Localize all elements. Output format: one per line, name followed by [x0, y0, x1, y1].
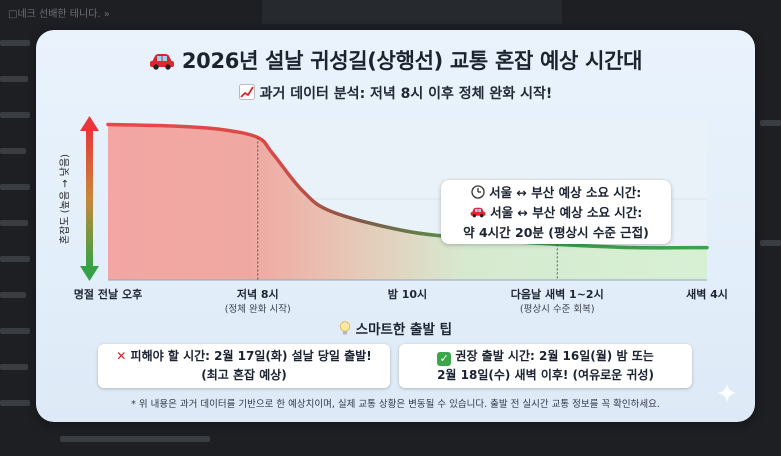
avoid-text-1: 피해야 할 시간: 2월 17일(화) 설날 당일 출발! [130, 349, 372, 363]
callout-line-3: 약 4시간 20분 (평상시 수준 근접) [463, 225, 649, 240]
recommended-time-tip: ✓ 권장 출발 시간: 2월 16일(월) 밤 또는 2월 18일(수) 새벽 … [399, 344, 692, 388]
car-icon [470, 205, 490, 220]
y-axis-label: 혼잡도 (높음 → 낮음) [60, 153, 71, 245]
avoid-line-1: ✕ 피해야 할 시간: 2월 17일(화) 설날 당일 출발! [98, 347, 390, 366]
series-line [106, 122, 709, 250]
cross-icon: ✕ [116, 349, 127, 363]
callout-text-1: 서울 ↔ 부산 예상 소요 시간: [489, 185, 642, 200]
footnote: * 위 내용은 과거 데이터를 기반으로 한 예상치이며, 실제 교통 상황은 … [131, 399, 660, 410]
tips-title-text: 스마트한 출발 팁 [355, 322, 453, 338]
trend-chart-icon [238, 84, 255, 102]
x-tick-note: (평상시 수준 회복) [519, 304, 595, 315]
page-subtitle: 과거 데이터 분석: 저녁 8시 이후 정체 완화 시작! [36, 83, 755, 103]
check-icon: ✓ [437, 352, 452, 366]
callout-line-2: 서울 ↔ 부산 예상 소요 시간: [441, 203, 671, 223]
clock-icon [471, 185, 489, 200]
tips-title: 스마트한 출발 팁 [36, 318, 755, 338]
avoid-time-tip: ✕ 피해야 할 시간: 2월 17일(화) 설날 당일 출발! (최고 혼잡 예… [98, 344, 390, 388]
callout-line-1: 서울 ↔ 부산 예상 소요 시간: [441, 183, 671, 203]
rec-text-1: 권장 출발 시간: 2월 16일(월) 밤 또는 [455, 349, 654, 363]
page-title: 2026년 설날 귀성길(상행선) 교통 혼잡 예상 시간대 [36, 45, 755, 75]
y-axis-arrow [80, 116, 99, 281]
x-tick-label: 다음날 새벽 1~2시 [510, 288, 604, 301]
car-icon [149, 49, 175, 73]
title-text: 2026년 설날 귀성길(상행선) 교통 혼잡 예상 시간대 [181, 49, 643, 73]
travel-time-callout: 서울 ↔ 부산 예상 소요 시간: 서울 ↔ 부산 예상 소요 시간: 약 4시… [441, 180, 671, 244]
background-text: □네크 선배한 테니다. » [8, 9, 110, 20]
subtitle-text: 과거 데이터 분석: 저녁 8시 이후 정체 완화 시작! [259, 86, 553, 102]
rec-line-1: ✓ 권장 출발 시간: 2월 16일(월) 밤 또는 [399, 347, 692, 366]
x-tick-label: 새벽 4시 [686, 288, 728, 301]
infographic-card: 2026년 설날 귀성길(상행선) 교통 혼잡 예상 시간대 과거 데이터 분석… [36, 30, 755, 422]
callout-text-2: 서울 ↔ 부산 예상 소요 시간: [490, 205, 643, 220]
x-tick-label: 명절 전날 오후 [73, 288, 143, 301]
x-tick-label: 밤 10시 [387, 288, 428, 301]
sparkle-icon [717, 383, 737, 403]
x-tick-label: 저녁 8시 [236, 288, 279, 301]
avoid-line-2: (최고 혼잡 예상) [201, 368, 287, 382]
x-tick-note: (정체 완화 시작) [224, 304, 291, 315]
rec-line-2: 2월 18일(수) 새벽 이후! (여유로운 귀성) [437, 368, 654, 382]
lightbulb-icon [339, 321, 356, 338]
